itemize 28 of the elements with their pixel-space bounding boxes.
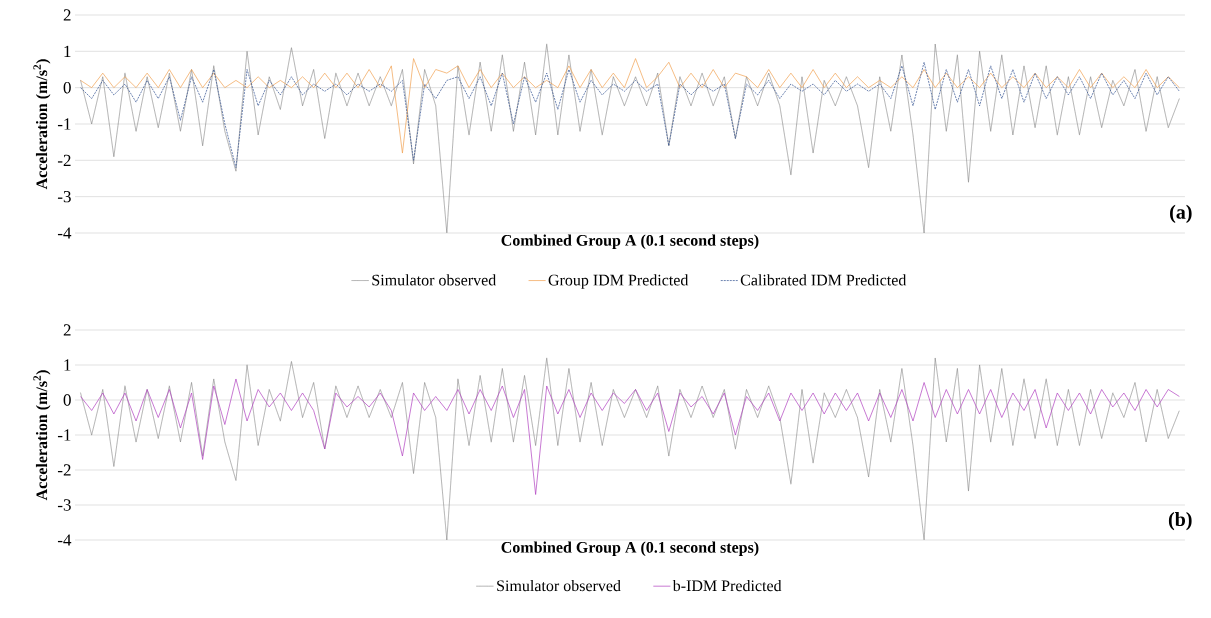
y-tick-label: 1 (64, 45, 71, 57)
annotation: (a) (1170, 204, 1192, 223)
legend-label: Group IDM Predicted (548, 274, 689, 289)
legend-label: Calibrated IDM Predicted (740, 274, 907, 286)
y-tick-label: -4 (57, 534, 72, 546)
y-axis-title: Acceleration (m/s$^{2}$) (33, 59, 51, 190)
y-tick-label: -4 (57, 227, 72, 239)
line-series (80, 58, 1180, 154)
y-tick-label: 2 (63, 9, 71, 21)
y-tick-label: -1 (57, 429, 71, 441)
y-tick-label: -2 (57, 464, 71, 476)
y-tick-label: -2 (57, 154, 71, 166)
legend-label: b-IDM Predicted (672, 579, 782, 592)
legend-label: Simulator observed (372, 274, 497, 286)
y-tick-label: -1 (57, 118, 71, 130)
y-tick-label: 2 (63, 324, 71, 336)
line-series (80, 61, 1180, 168)
x-axis-title: Combined Group A (0.1 second steps) (501, 541, 759, 557)
legend-label: Simulator observed (497, 579, 621, 592)
y-axis-title: Acceleration (m/s$^{2}$) (33, 370, 51, 501)
annotation: (b) (1168, 512, 1192, 531)
x-axis-title: Combined Group A (0.1 second steps) (501, 234, 759, 250)
y-tick-label: 0 (63, 81, 71, 94)
y-tick-label: -3 (57, 499, 71, 511)
line-series (80, 378, 1180, 495)
y-tick-label: 1 (64, 359, 71, 371)
y-tick-label: -3 (57, 190, 71, 203)
y-tick-label: 0 (63, 394, 71, 406)
